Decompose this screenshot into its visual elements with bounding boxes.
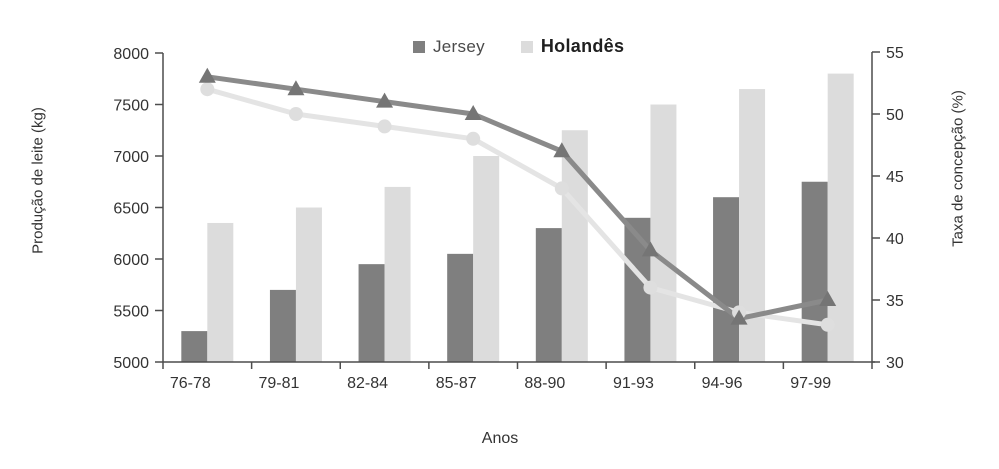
chart-legend: Jersey Holandês — [413, 36, 624, 57]
left-axis-title: Produção de leite (kg) — [29, 107, 47, 254]
legend-item-jersey: Jersey — [413, 37, 485, 57]
right-tick-label-45: 45 — [886, 169, 904, 186]
bar-jersey-88-90 — [535, 228, 562, 362]
bar-jersey-97-99 — [801, 181, 828, 362]
bar-holandes-91-93 — [650, 104, 677, 362]
x-tick-label-76-78: 76-78 — [170, 375, 211, 392]
x-tick-label-88-90: 88-90 — [524, 375, 565, 392]
bar-jersey-94-96 — [713, 197, 740, 362]
bar-holandes-97-99 — [827, 73, 854, 362]
jersey-swatch-icon — [413, 40, 425, 53]
left-tick-label-5000: 5000 — [113, 355, 149, 372]
holandes-marker-91-93 — [643, 280, 658, 295]
bar-holandes-76-78 — [207, 222, 234, 362]
holandes-marker-85-87 — [466, 131, 481, 146]
jersey-marker-82-84 — [376, 92, 394, 108]
holandes-marker-76-78 — [200, 82, 215, 97]
holandes-marker-97-99 — [820, 317, 835, 332]
holandes-marker-82-84 — [377, 119, 392, 134]
left-tick-label-5500: 5500 — [113, 304, 149, 321]
holandes-swatch-icon — [520, 40, 533, 53]
x-tick-label-82-84: 82-84 — [347, 375, 388, 392]
left-tick-label-7500: 7500 — [113, 98, 149, 115]
left-tick-label-7000: 7000 — [113, 149, 149, 166]
left-tick-label-8000: 8000 — [113, 46, 149, 63]
bar-jersey-79-81 — [269, 289, 296, 362]
jersey-marker-79-81 — [287, 80, 305, 96]
legend-item-holandes: Holandês — [520, 36, 625, 57]
bar-holandes-79-81 — [295, 207, 322, 362]
jersey-line — [204, 74, 831, 322]
bar-jersey-76-78 — [181, 331, 208, 362]
right-tick-label-55: 55 — [886, 45, 904, 62]
jersey-marker-76-78 — [198, 67, 216, 83]
x-tick-label-94-96: 94-96 — [702, 375, 743, 392]
x-tick-label-97-99: 97-99 — [790, 375, 831, 392]
x-tick-label-85-87: 85-87 — [436, 375, 477, 392]
right-tick-label-50: 50 — [886, 107, 904, 124]
jersey-marker-97-99 — [819, 291, 837, 306]
x-tick-label-91-93: 91-93 — [613, 375, 654, 392]
legend-label-jersey: Jersey — [433, 36, 485, 56]
right-axis-title: Taxa de concepção (%) — [949, 90, 967, 247]
bar-holandes-82-84 — [384, 186, 411, 362]
bar-jersey-82-84 — [358, 264, 385, 362]
holandes-marker-88-90 — [554, 181, 569, 196]
legend-label-holandes: Holandês — [540, 36, 625, 56]
right-tick-label-40: 40 — [886, 231, 904, 248]
right-tick-label-35: 35 — [886, 293, 904, 310]
x-tick-label-79-81: 79-81 — [258, 375, 299, 392]
right-tick-label-30: 30 — [886, 355, 904, 372]
x-axis-title: Anos — [481, 430, 519, 447]
jersey-marker-94-96 — [730, 309, 748, 325]
bar-jersey-85-87 — [447, 253, 474, 362]
left-tick-label-6500: 6500 — [113, 201, 149, 218]
holandes-marker-79-81 — [288, 107, 303, 121]
jersey-marker-91-93 — [641, 241, 659, 257]
left-tick-label-6000: 6000 — [113, 252, 149, 269]
bar-holandes-85-87 — [473, 156, 500, 362]
jersey-marker-88-90 — [553, 142, 571, 158]
jersey-marker-85-87 — [464, 105, 482, 120]
